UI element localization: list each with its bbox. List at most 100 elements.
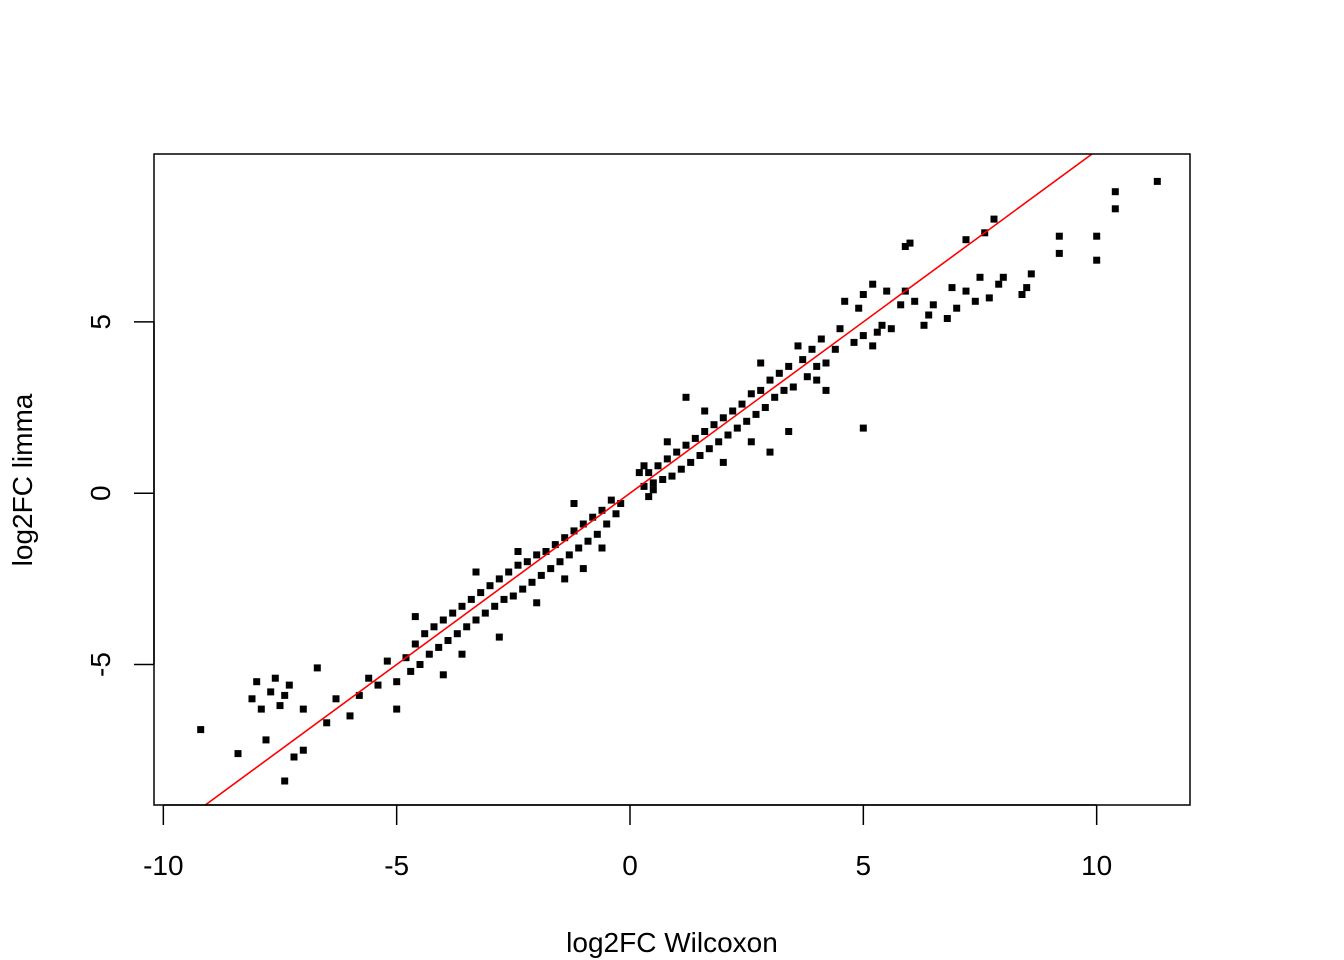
data-point	[808, 345, 816, 353]
data-point	[374, 681, 382, 689]
data-point	[598, 506, 606, 514]
data-point	[495, 633, 503, 641]
data-point	[663, 438, 671, 446]
data-point	[477, 589, 485, 597]
data-point	[645, 469, 653, 477]
data-point	[663, 455, 671, 463]
data-point	[817, 335, 825, 343]
data-point	[887, 325, 895, 333]
data-point	[458, 602, 466, 610]
data-point	[682, 441, 690, 449]
data-point	[696, 452, 704, 459]
data-point	[1055, 232, 1063, 240]
data-point	[248, 695, 256, 703]
x-axis: -10 -5 0 5 10	[143, 804, 1112, 881]
data-point	[197, 726, 205, 734]
data-point	[645, 493, 653, 501]
data-point	[393, 705, 401, 713]
data-point	[267, 688, 275, 696]
data-point	[355, 691, 363, 699]
data-point	[962, 287, 970, 295]
data-point	[813, 376, 821, 384]
data-point	[962, 236, 970, 244]
data-point	[971, 297, 979, 305]
x-tick-label: 0	[622, 850, 638, 881]
data-point	[589, 513, 597, 521]
data-point	[584, 537, 592, 545]
data-point	[976, 273, 984, 281]
data-point	[472, 616, 480, 624]
data-point	[859, 291, 867, 298]
data-point	[635, 469, 643, 477]
data-point	[551, 541, 559, 549]
data-point	[841, 297, 849, 305]
data-point	[537, 571, 545, 579]
data-point	[290, 753, 298, 761]
data-point	[505, 568, 513, 576]
data-point	[747, 438, 755, 446]
data-point	[1153, 177, 1161, 185]
data-point	[822, 359, 830, 367]
data-point	[617, 500, 625, 507]
data-point	[612, 510, 620, 518]
data-point	[411, 613, 419, 621]
data-point	[463, 623, 471, 631]
data-point	[453, 630, 461, 638]
data-point	[710, 421, 718, 429]
data-point	[701, 407, 709, 415]
data-point	[547, 565, 555, 573]
data-point	[883, 287, 891, 295]
data-point	[416, 661, 424, 668]
data-point	[253, 678, 261, 686]
data-point	[789, 383, 797, 391]
data-point	[985, 294, 993, 302]
data-point	[1018, 291, 1026, 298]
x-tick-label: -5	[384, 850, 409, 881]
data-point	[757, 386, 765, 394]
y-tick-label: 0	[85, 485, 116, 501]
data-point	[929, 301, 937, 309]
data-point	[687, 458, 695, 466]
data-point	[407, 667, 415, 675]
x-tick-label: 10	[1081, 850, 1112, 881]
data-point	[393, 678, 401, 686]
data-point	[533, 551, 541, 559]
data-point	[925, 311, 933, 319]
data-point	[920, 321, 928, 329]
data-point	[299, 705, 307, 713]
data-point	[649, 479, 657, 487]
data-point	[603, 520, 611, 528]
data-point	[724, 431, 732, 439]
data-point	[1093, 232, 1101, 240]
x-tick-label: 5	[856, 850, 872, 881]
data-point	[822, 386, 830, 394]
data-point	[542, 548, 550, 555]
data-point	[561, 534, 569, 542]
data-point	[859, 332, 867, 340]
data-point	[598, 544, 606, 552]
data-point	[467, 595, 475, 603]
data-point	[831, 345, 839, 353]
data-point	[878, 321, 886, 329]
data-point	[948, 284, 956, 292]
y-axis-title: log2FC limma	[7, 393, 38, 566]
y-axis: -5 0 5	[85, 314, 155, 677]
data-point	[383, 657, 391, 665]
data-point	[836, 325, 844, 333]
data-point	[1111, 205, 1119, 213]
data-point	[500, 595, 508, 603]
reference-line	[203, 154, 1094, 805]
data-point	[733, 424, 741, 432]
data-point	[346, 712, 354, 720]
data-point	[640, 462, 648, 470]
data-point	[472, 568, 480, 576]
data-point	[523, 558, 531, 566]
data-point	[570, 527, 578, 535]
data-point	[257, 705, 265, 713]
data-point	[780, 386, 788, 394]
data-point	[701, 428, 709, 435]
data-point	[533, 599, 541, 607]
data-point	[439, 671, 447, 679]
data-point	[705, 445, 713, 453]
